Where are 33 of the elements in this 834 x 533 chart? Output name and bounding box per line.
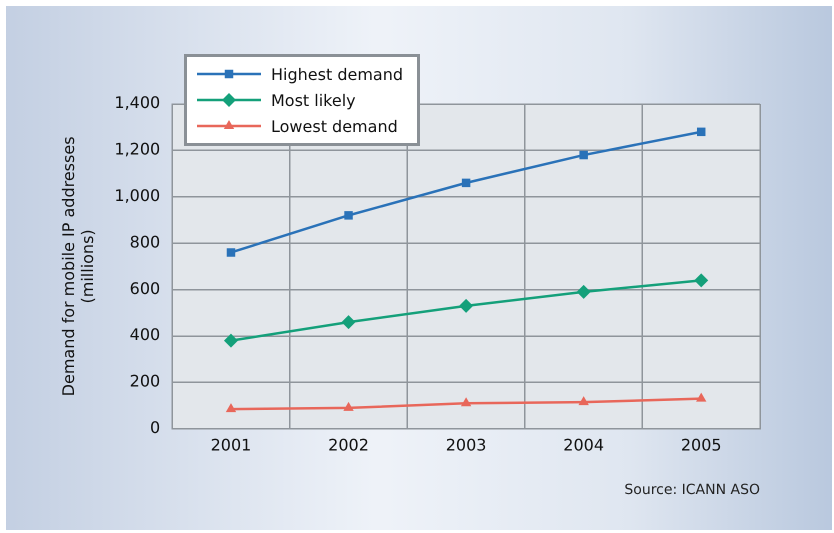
point (579, 150, 588, 160)
point (696, 392, 706, 402)
point (462, 178, 470, 188)
legend-label: Lowest demand (271, 116, 398, 136)
source-note: Source: ICANN ASO (624, 482, 760, 498)
y-tick-label: 1,000 (114, 186, 160, 205)
point (344, 211, 353, 220)
y-tick-label: 400 (130, 325, 160, 344)
x-tick-label: 2005 (680, 436, 722, 455)
x-tick-label: 2001 (210, 436, 252, 455)
y-tick-label: 600 (130, 278, 160, 298)
x-tick-label: 2004 (563, 436, 604, 455)
legend-label: Highest demand (271, 64, 403, 84)
legend-label: Most likely (271, 90, 356, 110)
point (224, 334, 238, 348)
point (226, 403, 236, 412)
point (459, 298, 474, 313)
point (576, 284, 591, 299)
point (226, 248, 236, 257)
point (342, 315, 356, 330)
point (578, 396, 589, 406)
y-tick-label: 800 (130, 232, 160, 252)
x-tick-label: 2002 (328, 436, 369, 455)
y-axis-title: Demand for mobile IP addresses (millions) (58, 136, 97, 396)
point (694, 273, 708, 288)
y-tick-label: 1,400 (114, 93, 160, 112)
y-tick-label: 200 (130, 372, 160, 391)
point (696, 128, 706, 136)
point (343, 402, 354, 411)
x-tick-label: 2003 (446, 436, 486, 455)
y-tick-label: 0 (150, 418, 160, 437)
y-tick-label: 1,200 (114, 140, 160, 159)
point (460, 397, 472, 406)
